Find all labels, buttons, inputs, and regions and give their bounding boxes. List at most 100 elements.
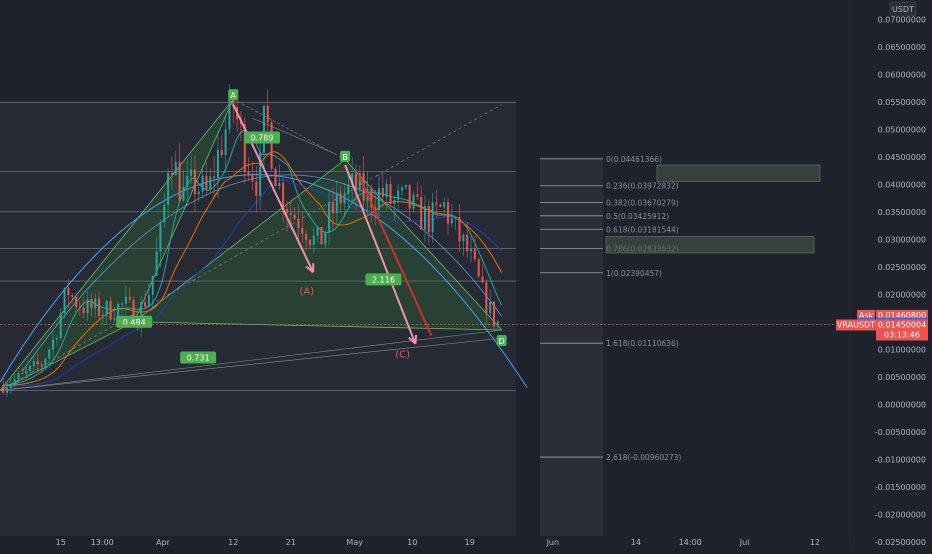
candle-body (110, 301, 112, 320)
y-axis[interactable]: 0.070000000.065000000.060000000.05500000… (850, 0, 932, 550)
candle-body (98, 298, 100, 315)
candle-body (186, 176, 188, 187)
candle-body (317, 227, 319, 236)
candle-body (462, 235, 464, 241)
candle-body (159, 223, 161, 252)
candle-body (94, 298, 96, 308)
candle-body (482, 277, 484, 283)
candle-body (125, 297, 127, 304)
x-tick-label: 19 (465, 538, 475, 547)
candle-body (217, 150, 219, 178)
x-tick-label: 12 (228, 538, 238, 547)
ratio-label: 0.484 (123, 318, 146, 327)
candle-body (432, 202, 434, 232)
x-tick-label: 10 (407, 538, 417, 547)
candle-body (340, 193, 342, 203)
candle-body (290, 213, 292, 214)
candle-body (267, 106, 269, 123)
candle-body (282, 183, 284, 209)
wave-label: (A) (299, 286, 314, 297)
candle-body (10, 384, 12, 387)
ratio-label: 0.731 (187, 354, 210, 363)
fib-zone-right (540, 157, 603, 536)
candle-body (37, 361, 39, 364)
y-tick-label: -0.01000000 (875, 455, 926, 464)
candle-body (102, 315, 104, 316)
fib-label: 0.236(0.03972832) (606, 182, 679, 191)
candle-body (474, 248, 476, 259)
candle-body (182, 187, 184, 201)
candle-body (301, 228, 303, 234)
candle-body (324, 232, 326, 245)
ratio-label: 2.116 (372, 275, 395, 284)
candle-body (255, 181, 257, 195)
fib-label: 2.618(-0.00960273) (606, 453, 681, 462)
candle-body (274, 169, 276, 186)
candle-body (190, 170, 192, 176)
fib-label: 0.5(0.03425912) (606, 212, 669, 221)
y-tick-label: -0.02500000 (875, 538, 926, 547)
currency-label: USDT (892, 5, 914, 14)
y-tick-label: 0.02500000 (878, 263, 926, 272)
candle-body (213, 176, 215, 178)
candle-body (382, 188, 384, 197)
candle-body (79, 307, 81, 308)
candle-body (416, 194, 418, 197)
candle-body (60, 313, 62, 338)
candle-body (439, 205, 441, 207)
candle-body (263, 106, 265, 153)
y-tick-label: -0.00500000 (875, 428, 926, 437)
candle-body (144, 302, 146, 306)
candle-body (355, 174, 357, 191)
y-axis-background (850, 0, 932, 550)
candle-body (478, 259, 480, 276)
zone-upper (657, 165, 820, 182)
x-tick-label: 21 (286, 538, 296, 547)
x-tick-label: 14 (631, 538, 641, 547)
candle-body (2, 385, 4, 393)
y-tick-label: 0.06000000 (878, 70, 926, 79)
candle-body (455, 217, 457, 218)
y-tick-label: 0.06500000 (878, 43, 926, 52)
fib-label: 0(0.04461366) (606, 155, 662, 164)
x-tick-label: May (346, 538, 363, 547)
candle-body (14, 379, 16, 384)
candle-body (171, 173, 173, 175)
candle-body (167, 173, 169, 205)
countdown: 03:13:46 (884, 330, 920, 339)
fib-label: 1(0.02390457) (606, 269, 662, 278)
y-tick-label: 0.01000000 (878, 345, 926, 354)
candle-body (156, 252, 158, 276)
candle-body (209, 176, 211, 189)
candle-body (64, 288, 66, 313)
candle-body (497, 321, 499, 326)
fib-label: 0.618(0.03181544) (606, 225, 679, 234)
y-tick-label: 0.03500000 (878, 208, 926, 217)
candle-body (347, 185, 349, 194)
wave-label: B (342, 153, 348, 162)
y-tick-label: 0.00500000 (878, 373, 926, 382)
candle-body (424, 206, 426, 229)
y-tick-label: 0.05500000 (878, 98, 926, 107)
candle-body (29, 366, 31, 371)
candle-body (378, 188, 380, 210)
candle-body (386, 184, 388, 197)
symbol-label: VRAUSDT (837, 320, 875, 329)
zone-lower (606, 237, 814, 254)
candle-body (21, 373, 23, 374)
y-tick-label: 0.02000000 (878, 290, 926, 299)
ratio-label: 0.789 (251, 134, 274, 143)
candle-body (6, 388, 8, 393)
candle-body (436, 202, 438, 204)
candle-body (313, 236, 315, 245)
y-tick-label: 0.03000000 (878, 235, 926, 244)
candle-body (83, 308, 85, 313)
y-tick-label: 0.04500000 (878, 153, 926, 162)
x-tick-label: Apr (156, 538, 171, 547)
wave-label: (C) (395, 350, 410, 361)
candle-body (25, 371, 27, 373)
candle-body (41, 364, 43, 365)
